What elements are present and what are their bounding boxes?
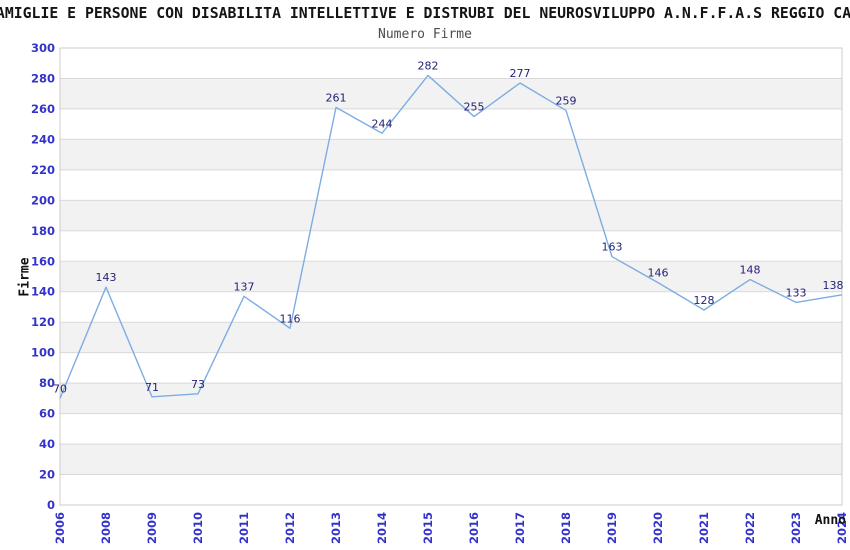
data-label: 261 (326, 91, 347, 104)
y-axis-title: Firme (17, 257, 33, 297)
x-tick-label: 2011 (237, 512, 251, 544)
plot-band (60, 48, 842, 79)
x-tick-label: 2012 (283, 512, 297, 544)
x-tick-label: 2013 (329, 512, 343, 544)
plot-band (60, 291, 842, 323)
data-label: 163 (602, 241, 623, 254)
y-tick-label: 140 (31, 285, 55, 299)
x-tick-label: 2016 (467, 512, 481, 544)
x-tick-label: 2014 (375, 512, 389, 544)
y-tick-label: 100 (31, 346, 55, 360)
x-tick-label: 2023 (789, 512, 803, 544)
data-label: 143 (96, 271, 117, 284)
x-tick-label: 2009 (145, 512, 159, 544)
plot-band (60, 200, 842, 231)
plot-band (60, 322, 842, 353)
y-tick-label: 200 (31, 193, 55, 207)
x-tick-label: 2020 (651, 512, 665, 544)
data-label: 255 (464, 101, 485, 114)
plot-band (60, 474, 842, 505)
data-label: 146 (648, 267, 669, 280)
data-label: 282 (418, 59, 439, 72)
y-tick-label: 60 (39, 407, 55, 421)
x-tick-label: 2010 (191, 512, 205, 544)
x-tick-label: 2022 (743, 512, 757, 544)
y-tick-label: 20 (39, 468, 55, 482)
plot-band (60, 108, 842, 140)
plot-band (60, 139, 842, 170)
series-line (59, 74, 843, 399)
plot-band (60, 352, 842, 384)
data-label: 148 (740, 264, 761, 277)
data-label: 116 (280, 312, 301, 325)
x-axis-title: Anno (814, 513, 846, 528)
data-label: 73 (191, 378, 205, 391)
data-label: 128 (694, 294, 715, 307)
y-tick-label: 280 (31, 71, 55, 85)
y-tick-label: 40 (39, 437, 55, 451)
x-tick-label: 2006 (53, 512, 67, 544)
data-label: 70 (53, 382, 67, 395)
x-tick-label: 2015 (421, 512, 435, 544)
chart-title: FAMIGLIE E PERSONE CON DISABILITA INTELL… (0, 5, 850, 22)
plot-band (60, 169, 842, 201)
y-tick-label: 120 (31, 315, 55, 329)
plot-band (60, 444, 842, 475)
plot-band (60, 413, 842, 445)
y-tick-label: 300 (31, 41, 55, 55)
data-label: 71 (145, 381, 159, 394)
x-tick-label: 2019 (605, 512, 619, 544)
plot-band (60, 383, 842, 414)
data-label: 277 (510, 67, 531, 80)
chart-subtitle: Numero Firme (378, 27, 472, 42)
y-tick-label: 180 (31, 224, 55, 238)
x-tick-label: 2018 (559, 512, 573, 544)
plot-band (60, 78, 842, 109)
y-tick-label: 80 (39, 376, 55, 390)
data-label: 137 (234, 280, 255, 293)
x-tick-label: 2008 (99, 512, 113, 544)
y-tick-label: 160 (31, 254, 55, 268)
data-label: 133 (786, 286, 807, 299)
data-label: 259 (556, 94, 577, 107)
plot-band (60, 230, 842, 262)
plot-border (59, 47, 843, 506)
x-tick-label: 2021 (697, 512, 711, 544)
y-tick-label: 260 (31, 102, 55, 116)
y-tick-label: 0 (47, 498, 55, 512)
y-tick-label: 240 (31, 132, 55, 146)
plot-band (60, 261, 842, 292)
data-label: 138 (823, 279, 844, 292)
y-tick-label: 220 (31, 163, 55, 177)
x-tick-label: 2017 (513, 512, 527, 544)
data-label: 244 (372, 117, 393, 130)
x-tick-label: 2024 (835, 512, 849, 544)
